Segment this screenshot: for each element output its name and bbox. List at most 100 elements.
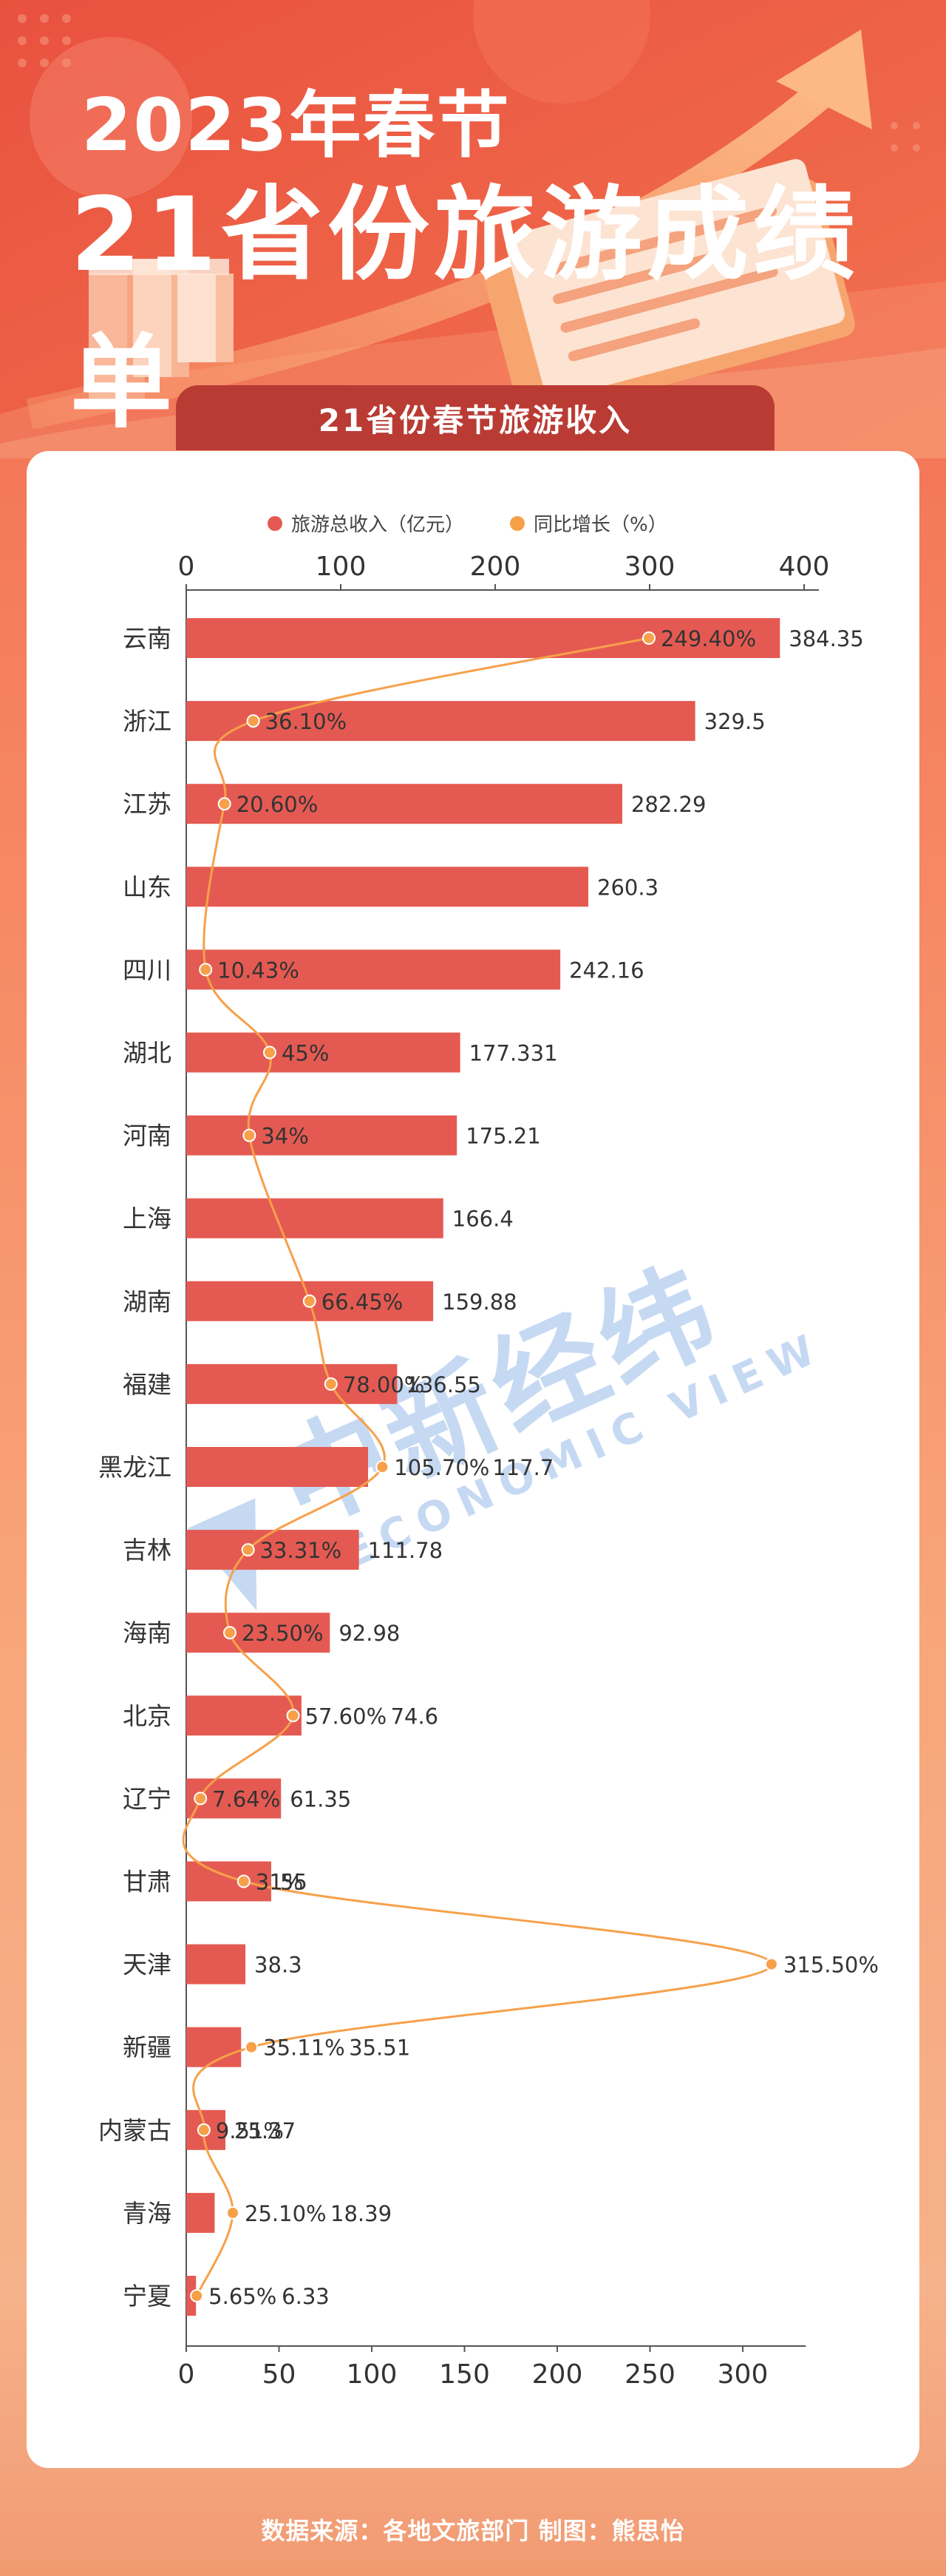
- growth-value-label: 57.60%: [305, 1704, 387, 1729]
- category-label: 四川: [123, 955, 171, 984]
- growth-point: [217, 797, 231, 811]
- income-value-label: 74.6: [391, 1704, 439, 1729]
- bottom-axis-tick-label: 250: [625, 2359, 676, 2390]
- income-value-label: 18.39: [330, 2201, 392, 2226]
- category-label: 福建: [123, 1370, 171, 1399]
- bottom-axis-tick-label: 150: [439, 2359, 490, 2390]
- growth-point: [245, 2040, 259, 2054]
- growth-value-label: 10.43%: [217, 957, 299, 983]
- growth-point: [262, 1045, 276, 1060]
- category-label: 吉林: [123, 1536, 171, 1565]
- growth-point: [197, 2123, 211, 2137]
- category-label: 青海: [123, 2199, 171, 2228]
- income-bar: [186, 1944, 246, 1984]
- category-label: 新疆: [123, 2033, 171, 2062]
- growth-point: [375, 1460, 389, 1474]
- growth-value-label: 34%: [261, 1124, 308, 1149]
- income-bar: [186, 2192, 215, 2233]
- category-label: 北京: [123, 1701, 171, 1730]
- growth-value-label: 35.11%: [263, 2036, 345, 2061]
- income-bar: [186, 701, 695, 742]
- growth-value-label: 25.10%: [245, 2201, 327, 2226]
- growth-point: [241, 1543, 255, 1557]
- income-value-label: 111.78: [368, 1538, 443, 1563]
- category-label: 湖南: [123, 1287, 171, 1316]
- growth-value-label: 315.50%: [783, 1953, 879, 1978]
- income-value-label: 35.51: [349, 2036, 410, 2061]
- growth-value-label: 45%: [282, 1041, 329, 1066]
- income-bar: [186, 1447, 368, 1487]
- income-value-label: 38.3: [254, 1953, 302, 1978]
- top-axis-tick-label: 100: [316, 552, 367, 582]
- growth-value-label: 78.00%: [343, 1372, 425, 1397]
- income-bar: [186, 1613, 330, 1653]
- income-bar: [186, 1032, 460, 1073]
- income-value-label: 6.33: [282, 2284, 330, 2309]
- legend-line-swatch: [510, 516, 525, 531]
- growth-line: [182, 637, 773, 2297]
- growth-value-label: 5.65%: [208, 2284, 276, 2309]
- income-value-label: 329.5: [704, 709, 766, 734]
- growth-point: [190, 2289, 204, 2302]
- growth-value-label: 66.45%: [321, 1289, 404, 1315]
- growth-point: [246, 714, 260, 728]
- income-bar: [186, 1198, 443, 1238]
- income-bar: [186, 1115, 457, 1156]
- income-value-label: 92.98: [338, 1621, 400, 1646]
- income-value-label: 61.35: [290, 1786, 351, 1811]
- income-bar: [186, 1861, 271, 1902]
- income-value-label: 260.3: [597, 875, 659, 900]
- growth-value-label: 31%: [256, 1870, 303, 1895]
- category-label: 宁夏: [123, 2282, 171, 2311]
- growth-value-label: 249.40%: [661, 626, 756, 651]
- income-value-label: 177.331: [469, 1041, 558, 1066]
- growth-value-label: 7.64%: [212, 1786, 280, 1811]
- income-value-label: 175.21: [466, 1124, 540, 1149]
- income-value-label: 282.29: [631, 792, 706, 817]
- category-label: 黑龙江: [98, 1453, 171, 1482]
- growth-value-label: 23.50%: [242, 1621, 324, 1646]
- income-bar: [186, 1695, 302, 1736]
- income-value-label: 55: [280, 1870, 307, 1895]
- growth-point: [642, 631, 656, 645]
- income-bar: [186, 784, 622, 824]
- chart-heading: 21省份春节旅游收入: [176, 385, 775, 450]
- legend-line-label: 同比增长（%）: [534, 514, 667, 536]
- bottom-axis-tick-label: 200: [532, 2359, 583, 2390]
- category-label: 甘肃: [123, 1868, 171, 1897]
- category-label: 内蒙古: [98, 2116, 171, 2145]
- growth-point: [194, 1792, 208, 1806]
- income-bar: [186, 2027, 242, 2067]
- title-line2: 21省份旅游成绩单: [70, 175, 860, 442]
- income-value-label: 384.35: [789, 626, 863, 651]
- growth-point: [236, 1874, 251, 1888]
- income-bar: [186, 1530, 359, 1570]
- growth-value-label: 33.31%: [260, 1538, 342, 1563]
- growth-point: [199, 963, 213, 977]
- income-value-label: 159.88: [442, 1289, 517, 1315]
- growth-point: [222, 1626, 236, 1640]
- top-axis-tick-label: 0: [178, 552, 195, 582]
- category-label: 上海: [123, 1204, 171, 1233]
- category-label: 湖北: [123, 1039, 171, 1068]
- top-axis-tick-label: 400: [779, 552, 830, 582]
- bottom-axis-tick-label: 50: [262, 2359, 296, 2390]
- income-bar: [186, 618, 780, 658]
- income-value-label: 242.16: [569, 957, 644, 983]
- growth-point: [242, 1128, 256, 1142]
- income-bar: [186, 1363, 398, 1404]
- growth-point: [324, 1377, 338, 1391]
- legend-bar-label: 旅游总收入（亿元）: [291, 514, 464, 536]
- category-label: 天津: [123, 1950, 171, 1979]
- growth-point: [302, 1294, 316, 1308]
- category-label: 云南: [123, 624, 171, 653]
- title-line1: 2023年春节: [81, 84, 511, 168]
- category-label: 浙江: [123, 707, 171, 736]
- growth-value-label: 9.51%: [216, 2118, 284, 2143]
- income-value-label: 25.37: [234, 2118, 296, 2143]
- growth-point: [226, 2206, 240, 2220]
- income-value-label: 136.55: [406, 1372, 480, 1397]
- top-axis-tick-label: 200: [470, 552, 521, 582]
- bottom-axis-tick-label: 0: [178, 2359, 195, 2390]
